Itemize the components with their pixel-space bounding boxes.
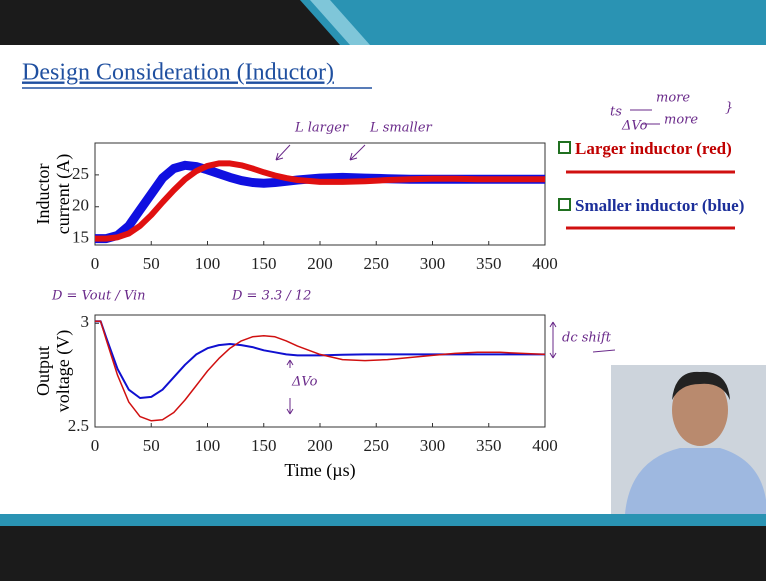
y-axis-label: current (A) — [53, 154, 74, 234]
checkbox — [559, 199, 570, 210]
plot-frame — [95, 143, 545, 245]
x-tick-label: 300 — [420, 254, 446, 273]
annotation: L larger — [294, 121, 349, 136]
x-tick-label: 150 — [251, 436, 277, 455]
annotation: more — [656, 91, 690, 106]
banner-stripe — [300, 0, 766, 45]
plot-frame — [95, 315, 545, 427]
x-tick-label: 150 — [251, 254, 277, 273]
annotation: D = Vout / Vin — [51, 289, 146, 304]
annotation: D = 3.3 / 12 — [231, 289, 311, 304]
x-tick-label: 100 — [195, 254, 221, 273]
annotation: dc shift — [562, 331, 612, 346]
y-tick-label: 3 — [81, 312, 90, 331]
y-tick-label: 2.5 — [68, 416, 89, 435]
series-line — [95, 321, 545, 398]
x-tick-label: 400 — [532, 436, 558, 455]
x-tick-label: 250 — [364, 254, 390, 273]
slide-title: Design Consideration (Inductor) — [22, 60, 334, 86]
x-tick-label: 400 — [532, 254, 558, 273]
y-tick-label: 25 — [72, 164, 89, 183]
annotation: ΔVo — [291, 375, 318, 390]
x-tick-label: 50 — [143, 254, 160, 273]
annotation: L smaller — [369, 121, 433, 136]
annotation: ts — [610, 105, 622, 120]
x-tick-label: 0 — [91, 436, 100, 455]
x-tick-label: 350 — [476, 436, 502, 455]
checkbox — [559, 142, 570, 153]
arrow — [350, 145, 365, 160]
y-tick-label: 20 — [72, 196, 89, 215]
arrow — [276, 145, 290, 160]
x-tick-label: 100 — [195, 436, 221, 455]
y-axis-label: voltage (V) — [53, 330, 74, 412]
x-axis-label: Time (µs) — [284, 460, 355, 481]
annotation: ΔVo — [621, 119, 648, 134]
x-tick-label: 50 — [143, 436, 160, 455]
x-tick-label: 0 — [91, 254, 100, 273]
x-tick-label: 250 — [364, 436, 390, 455]
arrow — [550, 322, 556, 358]
annotation: more — [664, 113, 698, 128]
brace: } — [725, 101, 733, 116]
x-tick-label: 300 — [420, 436, 446, 455]
y-axis-label: Output — [33, 346, 53, 396]
x-tick-label: 200 — [307, 254, 333, 273]
x-tick-label: 200 — [307, 436, 333, 455]
slide: Design Consideration (Inductor) Larger i… — [0, 0, 766, 581]
y-tick-label: 15 — [72, 228, 89, 247]
series-line — [95, 321, 545, 421]
x-tick-label: 350 — [476, 254, 502, 273]
y-axis-label: Inductor — [33, 164, 53, 225]
scribble — [593, 350, 615, 352]
bottom-banner — [0, 526, 766, 581]
legend-label: Larger inductor (red) — [575, 139, 732, 158]
bottom-stripe — [0, 514, 766, 526]
legend-label: Smaller inductor (blue) — [575, 196, 744, 215]
